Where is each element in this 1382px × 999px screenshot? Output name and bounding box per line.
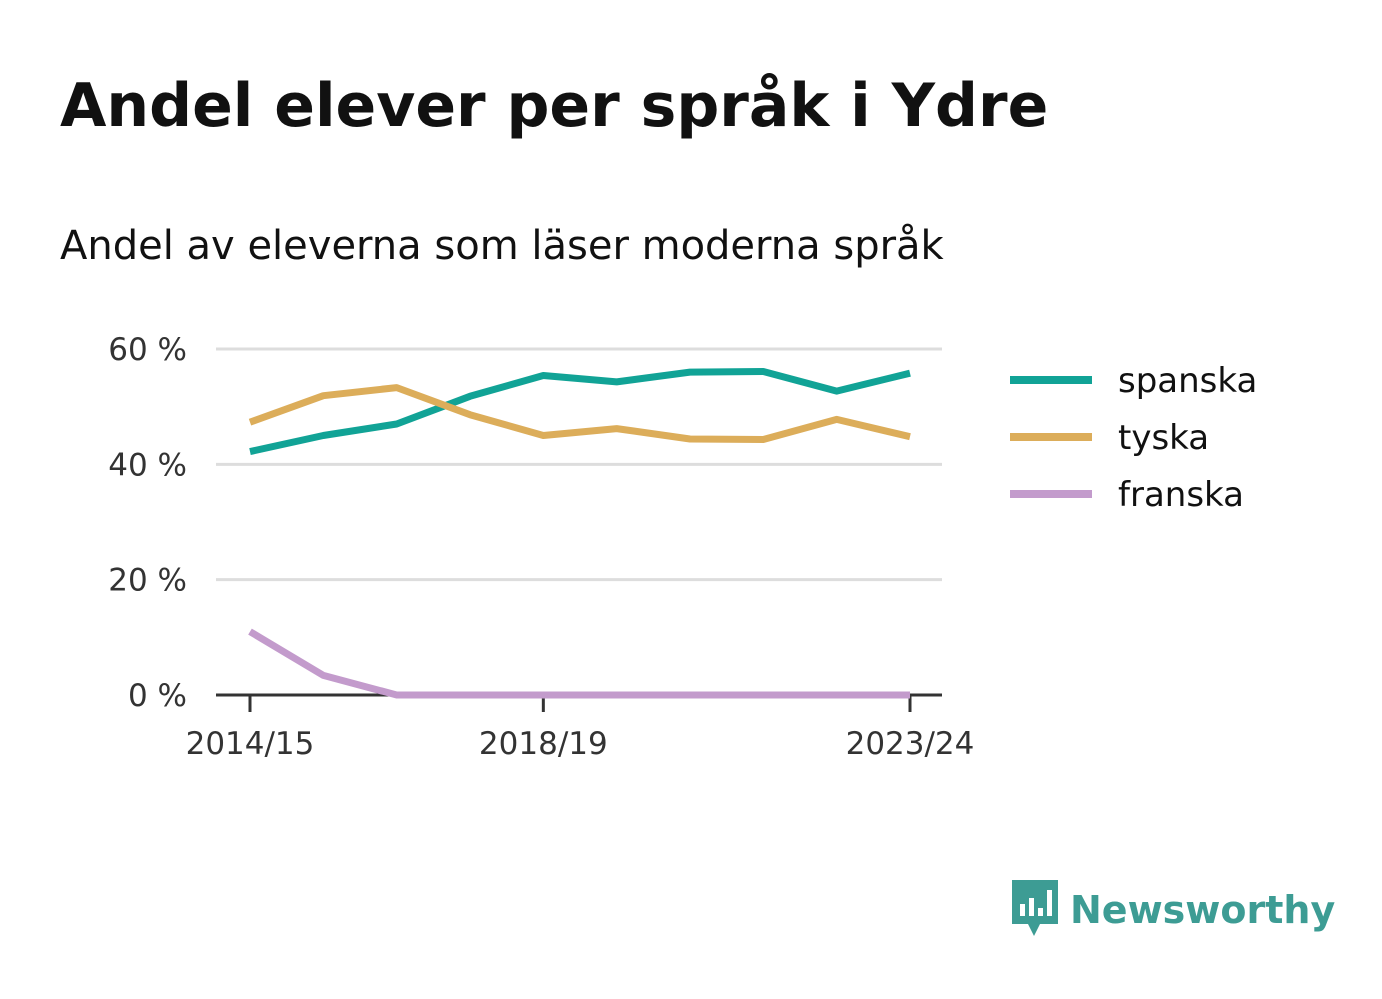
chart-subtitle: Andel av eleverna som läser moderna språ… — [60, 223, 944, 269]
brand-logo: Newsworthy — [1010, 878, 1335, 942]
series-lines — [248, 368, 911, 699]
brand-name: Newsworthy — [1070, 888, 1336, 932]
y-tick-label: 40 % — [108, 447, 187, 483]
y-tick-label: 0 % — [128, 678, 187, 714]
legend-label-tyska: tyska — [1118, 418, 1209, 458]
y-axis: 0 % 20 % 40 % 60 % — [108, 332, 187, 714]
legend-label-spanska: spanska — [1118, 361, 1257, 401]
x-axis: 2014/15 2018/19 2023/24 — [186, 693, 975, 762]
chart-title: Andel elever per språk i Ydre — [60, 71, 1049, 141]
y-tick-label: 20 % — [108, 563, 187, 599]
y-tick-label: 60 % — [108, 332, 187, 368]
x-tick-label: 2018/19 — [479, 726, 608, 762]
x-tick-label: 2023/24 — [846, 726, 975, 762]
grid-lines — [216, 347, 942, 582]
series-line-tyska — [248, 384, 911, 443]
newsworthy-logo-icon — [1010, 878, 1060, 942]
legend-label-franska: franska — [1118, 475, 1244, 515]
legend: spanska tyska franska — [1010, 361, 1257, 515]
series-line-spanska — [249, 368, 911, 456]
series-line-franska — [248, 628, 910, 699]
x-tick-label: 2014/15 — [186, 726, 315, 762]
